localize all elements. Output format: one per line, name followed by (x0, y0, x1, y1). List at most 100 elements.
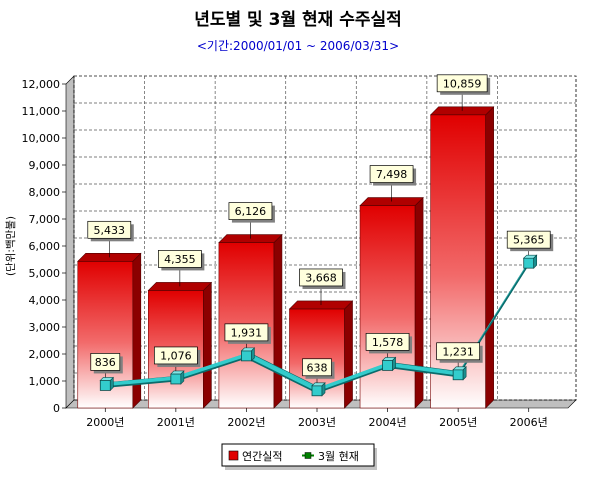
bar-side (344, 300, 353, 409)
y-tick-label: 2,000 (29, 348, 61, 361)
bar (147, 281, 213, 409)
y-tick-label: 1,000 (29, 375, 61, 388)
data-label-text: 638 (307, 361, 328, 374)
data-labels: 5,433 4,355 6,126 3,668 7,498 10,859 836 1,076 1… (87, 74, 554, 383)
line-marker-side (462, 366, 467, 381)
line-marker (311, 385, 323, 397)
x-tick-label: 2002년 (227, 416, 265, 429)
bar-data-label: 3,668 (299, 268, 346, 289)
legend-label-annual: 연간실적 (242, 450, 282, 463)
y-tick-label: 10,000 (22, 132, 61, 145)
y-tick-label: 7,000 (29, 213, 61, 226)
data-label-text: 5,365 (513, 234, 545, 247)
line-segment-face (105, 376, 177, 387)
y-axis-ticks: 0 1,000 2,000 3,000 4,000 5,000 6,000 7,000 8,00… (22, 78, 66, 415)
legend-marker-march (304, 452, 312, 459)
legend-label-march: 3월 현재 (318, 450, 359, 463)
data-label-box (158, 250, 202, 268)
y-tick-label: 5,000 (29, 267, 61, 280)
data-label-text: 1,578 (372, 336, 404, 349)
y-tick-label: 4,000 (29, 294, 61, 307)
x-tick-label: 2004년 (369, 416, 407, 429)
line-segment-face (387, 362, 459, 376)
data-label-text: 1,231 (442, 345, 474, 358)
line-point (240, 347, 256, 362)
data-label-box (224, 323, 269, 342)
y-tick-label: 8,000 (29, 186, 61, 199)
line-point (381, 356, 397, 372)
data-label-box (228, 202, 273, 220)
line-data-label: 1,578 (365, 333, 413, 354)
data-label-text: 6,126 (235, 205, 267, 218)
bar (429, 106, 495, 409)
chart-title: 년도별 및 3월 현재 수주실적 (194, 10, 402, 30)
legend-swatch-annual (228, 450, 239, 461)
line-marker-side (180, 370, 185, 385)
line-marker-side (533, 254, 538, 269)
data-label-text: 836 (95, 356, 116, 369)
line-data-label: 1,931 (224, 323, 271, 344)
data-label-box (302, 358, 332, 377)
data-label-box (299, 268, 343, 287)
x-tick-label: 2001년 (157, 416, 195, 429)
left-wall (65, 75, 75, 409)
bar-side (485, 106, 494, 409)
line-marker-side (109, 376, 114, 392)
data-label-text: 4,355 (164, 253, 196, 266)
y-tick-label: 3,000 (29, 321, 61, 334)
legend: 연간실적 3월 현재 (221, 443, 377, 470)
bar-side (203, 281, 212, 409)
x-tick-label: 2006년 (510, 416, 548, 429)
line-segment-face (316, 362, 389, 392)
bar-side (414, 196, 424, 409)
line-point (170, 370, 185, 385)
bar-data-label: 7,498 (369, 165, 417, 186)
line-marker (99, 380, 111, 391)
bar-side (273, 233, 283, 409)
data-label-text: 10,859 (443, 77, 482, 90)
line-marker (170, 373, 182, 385)
y-tick-label: 9,000 (29, 159, 61, 172)
line-segment-face (245, 353, 318, 392)
bar-data-label: 4,355 (158, 250, 205, 271)
x-tick-label: 2005년 (439, 416, 477, 429)
data-label-box (506, 230, 551, 249)
data-label-text: 1,076 (160, 349, 192, 362)
bar (218, 233, 283, 409)
y-tick-label: 12,000 (22, 78, 61, 91)
data-label-text: 5,433 (94, 224, 126, 237)
data-label-box (436, 74, 488, 93)
bar-data-label: 5,433 (87, 220, 134, 242)
line-data-label: 1,076 (154, 346, 201, 367)
line-marker (452, 369, 464, 381)
data-label-text: 3,668 (305, 271, 337, 284)
bar-front (359, 205, 416, 409)
line-marker-side (321, 382, 326, 397)
data-label-box (436, 342, 480, 361)
data-label-text: 7,498 (376, 168, 408, 181)
line-data-label: 836 (90, 353, 123, 374)
data-label-box (154, 346, 198, 365)
x-axis-ticks: 2000년 2001년 2002년 2003년 2004년 2005년 2006년 (86, 408, 548, 429)
y-tick-label: 6,000 (29, 240, 61, 253)
x-tick-label: 2003년 (298, 416, 336, 429)
chart-subtitle: <기간:2000/01/01 ~ 2006/03/31> (197, 39, 399, 53)
line-point (452, 366, 467, 381)
line-series (99, 254, 538, 397)
line-point (99, 376, 115, 392)
line-data-label: 5,365 (506, 230, 554, 252)
line-marker-side (251, 347, 255, 362)
line-point (522, 254, 538, 269)
legend-frame (221, 443, 375, 467)
bar-data-label: 6,126 (228, 202, 275, 223)
line-point (311, 382, 326, 397)
line-marker (241, 350, 252, 362)
bar (359, 196, 424, 409)
data-label-box (365, 333, 410, 351)
y-tick-label: 0 (53, 402, 60, 415)
line-data-label: 638 (302, 358, 335, 379)
bar-data-label: 10,859 (436, 74, 491, 95)
data-label-box (369, 165, 414, 183)
line-data-label: 1,231 (436, 342, 483, 363)
